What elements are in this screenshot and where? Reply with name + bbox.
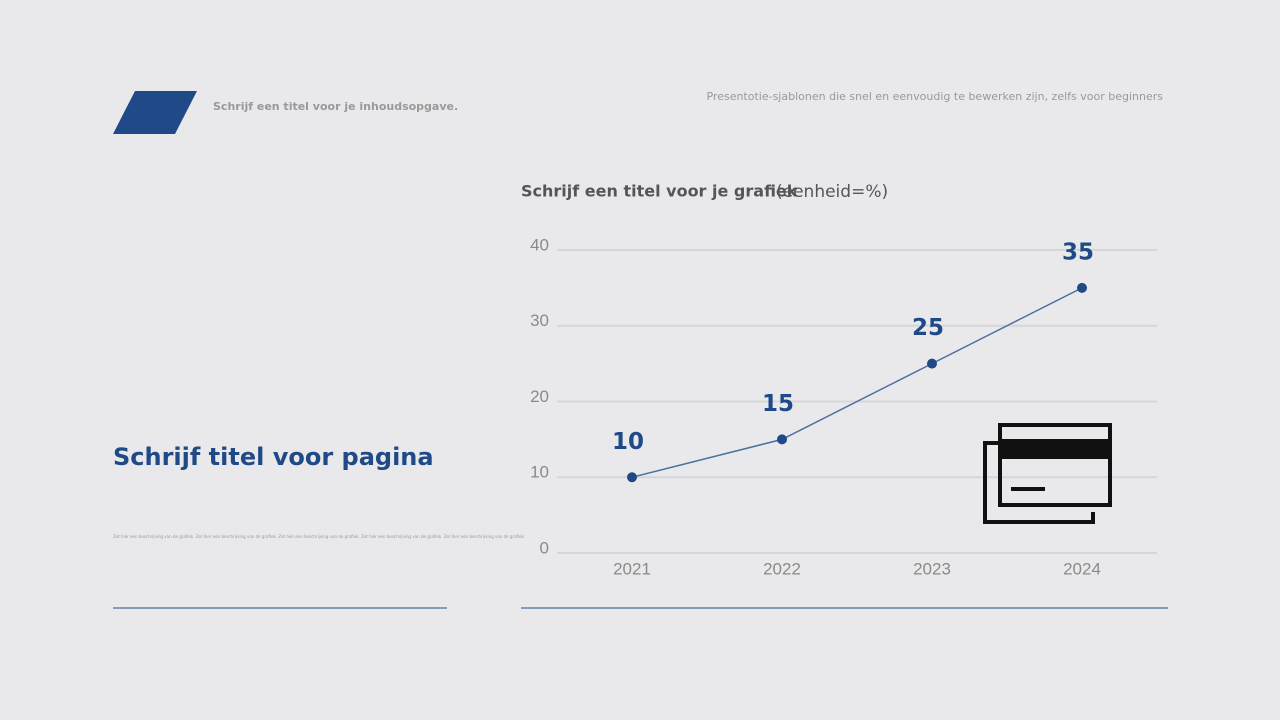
header-tagline: Presentotie-sjablonen die snel en eenvou…	[706, 90, 1163, 103]
x-tick-label: 2021	[613, 559, 651, 578]
y-tick-label: 10	[530, 463, 549, 482]
point	[1077, 282, 1087, 293]
x-tick-label: 2023	[913, 559, 951, 578]
value-label: 35	[1062, 239, 1094, 265]
card-icon	[983, 423, 1112, 524]
x-tick-label: 2022	[763, 559, 801, 578]
value-label: 10	[612, 429, 644, 455]
value-label: 25	[912, 315, 944, 341]
x-tick-label: 2024	[1063, 559, 1101, 578]
y-tick-label: 40	[530, 235, 549, 254]
logo	[113, 91, 197, 134]
point	[927, 358, 937, 369]
value-label: 15	[762, 391, 794, 417]
point	[777, 434, 787, 445]
page-description: Zet hier een beschrijving van de grafiek…	[113, 534, 525, 539]
line	[631, 287, 1083, 478]
y-tick-label: 30	[530, 311, 549, 330]
page-title: Schrijf titel voor pagina	[113, 443, 434, 471]
header-subtitle: Schrijf een titel voor je inhoudsopgave.	[213, 100, 458, 113]
chart-unit: (eenheid=%)	[776, 182, 888, 202]
chart-title: Schrijf een titel voor je grafiek	[521, 182, 798, 201]
plot: 0 10 20 30 40 2021 2022 2023 2024 10 15 25 35	[530, 235, 1157, 578]
y-tick-label: 20	[530, 387, 549, 406]
point	[627, 472, 637, 483]
y-tick-label: 0	[540, 538, 549, 557]
